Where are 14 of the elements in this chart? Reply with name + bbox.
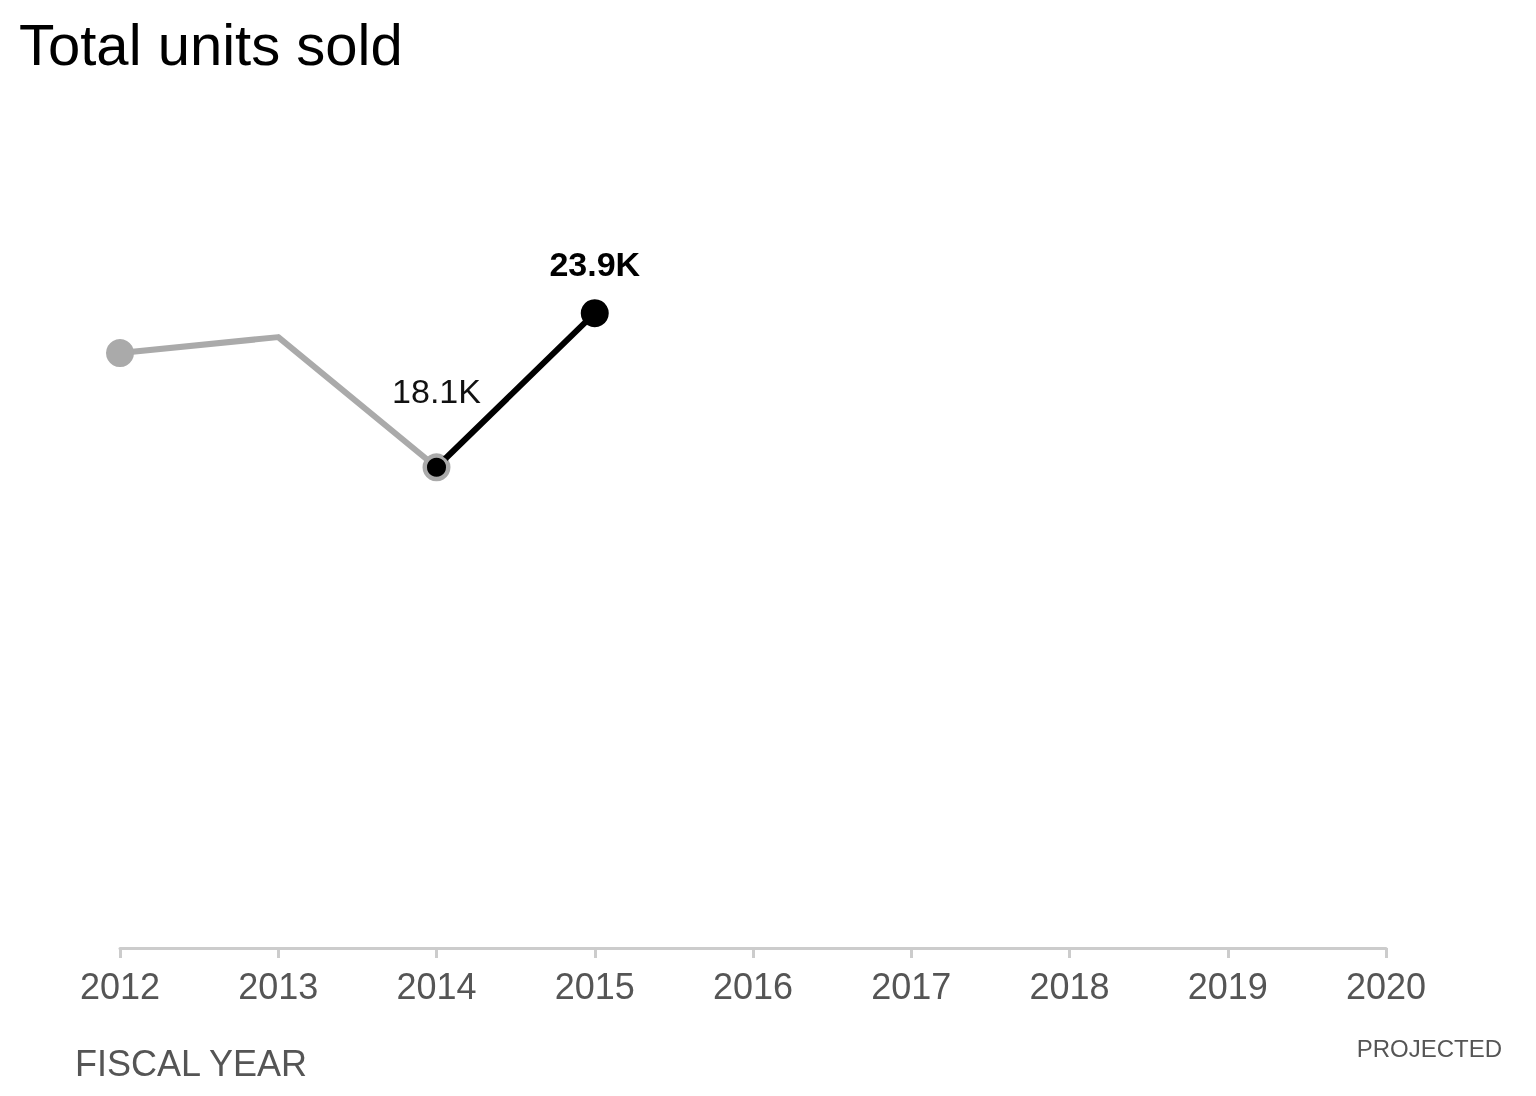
x-tick-label: 2014 <box>396 965 477 1007</box>
data-label: 18.1K <box>392 371 482 410</box>
x-tick-label: 2019 <box>1187 965 1268 1007</box>
chart-title: Total units sold <box>19 11 403 77</box>
x-tick-label: 2018 <box>1029 965 1110 1007</box>
x-tick-label: 2016 <box>712 965 794 1007</box>
x-tick-label: 2013 <box>238 965 319 1007</box>
x-tick-label: 2017 <box>871 965 952 1007</box>
x-tick-label: 2012 <box>79 965 161 1007</box>
x-axis-title: FISCAL YEAR <box>75 1042 308 1084</box>
text: PROJECTED <box>1356 1034 1503 1062</box>
data-label: 23.9K <box>549 245 641 284</box>
x-tick-label: 2020 <box>1345 965 1427 1007</box>
x-tick-label: 2015 <box>554 965 635 1007</box>
